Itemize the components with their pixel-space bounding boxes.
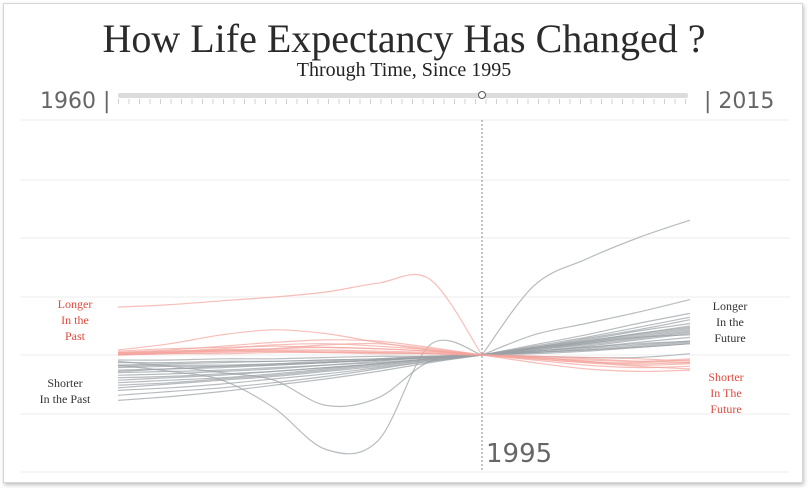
annotation-line: In the Past	[39, 392, 91, 406]
series-line-future[interactable]	[481, 333, 691, 356]
annotation-line: Shorter	[47, 376, 83, 390]
annotation-line: In The	[710, 386, 742, 400]
slider-end-year: | 2015	[704, 89, 775, 114]
series-line-future[interactable]	[481, 316, 691, 356]
series-line-past[interactable]	[117, 274, 483, 356]
annotation-line: Future	[710, 402, 742, 416]
annotation-line: In the	[61, 313, 89, 327]
page-title: How Life Expectancy Has Changed ?	[102, 16, 706, 61]
series-line-past[interactable]	[117, 351, 483, 356]
annotation-line: Longer	[712, 299, 748, 313]
series-line-past[interactable]	[117, 349, 483, 356]
annotation-shorter-future: Shorter In The Future	[671, 369, 781, 417]
current-year-label: 1995	[486, 439, 553, 469]
dashboard-frame	[3, 3, 803, 483]
page-subtitle: Through Time, Since 1995	[296, 59, 512, 81]
annotation-line: Shorter	[708, 370, 744, 384]
annotation-line: Past	[64, 329, 85, 343]
series-line-past[interactable]	[117, 354, 483, 396]
series-line-future[interactable]	[481, 326, 691, 356]
series-line-future[interactable]	[481, 340, 691, 356]
series-line-future[interactable]	[481, 312, 691, 356]
annotation-line: Longer	[57, 297, 93, 311]
series-line-future[interactable]	[481, 299, 691, 356]
year-slider-track[interactable]	[118, 93, 688, 98]
year-slider-thumb[interactable]	[478, 91, 486, 99]
series-line-future[interactable]	[481, 354, 691, 364]
series-line-future[interactable]	[481, 354, 691, 370]
series-line-past[interactable]	[117, 339, 483, 356]
series-line-future[interactable]	[481, 354, 691, 373]
series-line-past[interactable]	[117, 354, 483, 367]
series-line-past[interactable]	[117, 354, 483, 401]
series-line-past[interactable]	[117, 354, 483, 389]
annotation-line: Future	[714, 331, 746, 345]
annotation-longer-past: Longer In the Past	[20, 296, 130, 344]
series-line-future[interactable]	[481, 219, 691, 356]
series-line-past[interactable]	[117, 354, 483, 361]
annotation-longer-future: Longer In the Future	[675, 298, 785, 346]
series-line-past[interactable]	[117, 354, 483, 384]
annotation-shorter-past: Shorter In the Past	[10, 375, 120, 407]
series-line-future[interactable]	[481, 354, 691, 366]
series-line-past[interactable]	[117, 342, 483, 356]
slider-start-year: 1960 |	[40, 89, 111, 114]
annotation-line: In the	[716, 315, 744, 329]
year-slider-ticks	[118, 99, 688, 104]
series-line-future[interactable]	[481, 334, 691, 356]
